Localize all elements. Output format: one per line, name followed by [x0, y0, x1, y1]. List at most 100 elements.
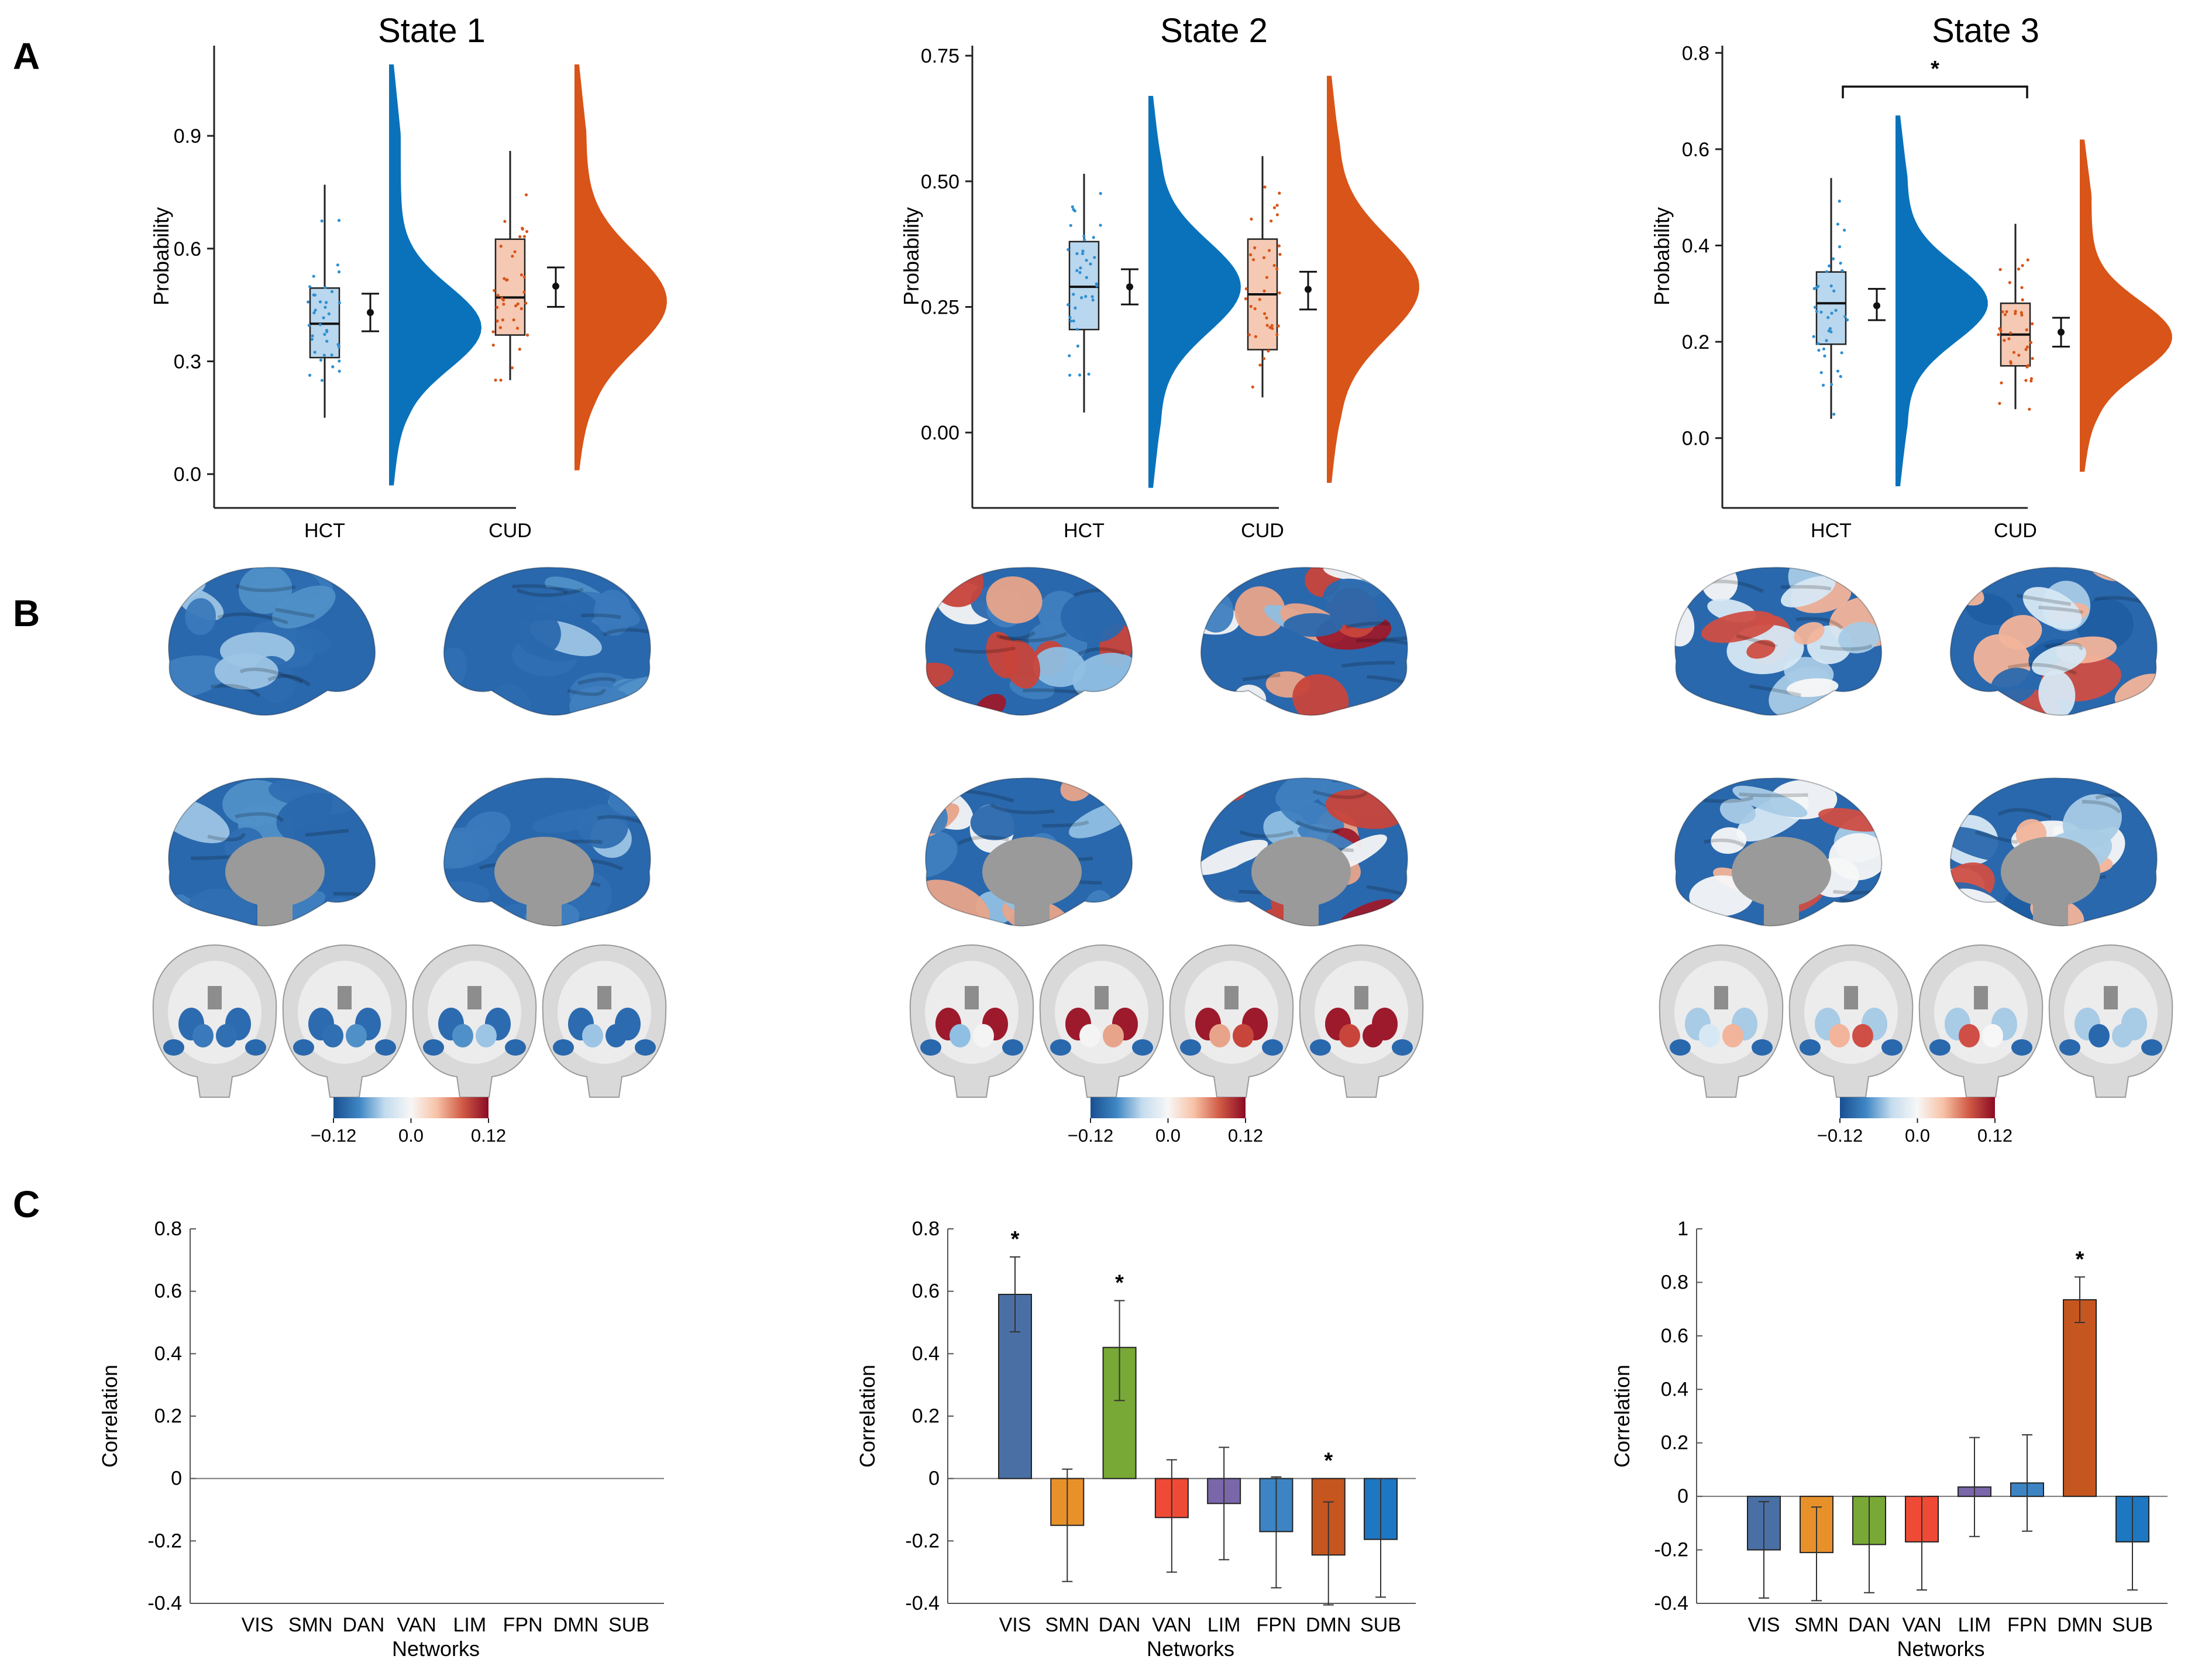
y-axis-label: Probability: [149, 207, 173, 305]
brain-sulcus: [1345, 621, 1390, 629]
data-point: [522, 275, 526, 279]
data-point: [503, 219, 507, 223]
data-point: [1272, 264, 1276, 267]
data-point: [2014, 312, 2017, 315]
brain-sulcus: [1383, 632, 1408, 641]
x-tick-label-cud: CUD: [1994, 520, 2037, 542]
subcortical-region: [505, 1039, 526, 1056]
subcortical-region: [1209, 1024, 1230, 1047]
lateral-brain-surface: [1675, 567, 1882, 716]
chart-title: State 2: [1160, 12, 1268, 50]
y-tick-label: 0.4: [154, 1342, 182, 1365]
data-point: [1262, 256, 1266, 259]
data-point: [1076, 344, 1079, 348]
data-point: [522, 290, 526, 294]
data-point: [1816, 342, 1820, 345]
data-point: [1998, 327, 2001, 331]
x-tick-label-sub: SUB: [1360, 1614, 1401, 1636]
data-point: [1839, 262, 1842, 265]
data-point: [1836, 222, 1840, 226]
brain-sulcus: [954, 646, 1016, 654]
data-point: [323, 332, 326, 336]
data-point: [1093, 256, 1096, 259]
brain-parcel: [2022, 587, 2082, 630]
data-point: [494, 379, 497, 382]
data-point: [1270, 324, 1274, 327]
data-point: [2024, 348, 2028, 351]
data-point: [325, 339, 329, 343]
x-tick-label-dmn: DMN: [2057, 1614, 2102, 1636]
ventricle: [1974, 986, 1988, 1009]
subcortical-region: [1929, 1039, 1950, 1056]
y-tick-label: 1: [1677, 1218, 1688, 1240]
data-point: [522, 235, 527, 238]
brain-parcel: [1200, 840, 1268, 875]
data-point: [1247, 333, 1251, 336]
brain-parcel: [1950, 699, 1980, 716]
y-tick-label: 0.8: [1682, 42, 1709, 64]
data-point: [322, 316, 325, 320]
brain-sulcus: [1795, 617, 1843, 630]
y-tick-label: 0.50: [921, 171, 959, 193]
data-point: [2029, 379, 2033, 383]
y-tick-label: 0.4: [1682, 235, 1709, 257]
density-half-violin: [1895, 115, 1988, 487]
data-point: [1832, 289, 1836, 293]
coronal-slice: [152, 944, 277, 1098]
x-tick-label-cud: CUD: [489, 520, 532, 542]
medial-wall: [1732, 837, 1831, 907]
brain-outline: [1949, 566, 2158, 716]
panel-letter-b: B: [13, 592, 40, 634]
data-point: [336, 263, 339, 267]
coronal-slice: [542, 944, 667, 1098]
brain-sulcus: [211, 683, 261, 698]
data-point: [1258, 298, 1261, 301]
brain-sulcus: [1819, 644, 1873, 651]
panel-letter-c: C: [13, 1183, 40, 1225]
brain-sulcus: [1243, 673, 1281, 682]
data-point: [499, 245, 503, 248]
x-tick-label-vis: VIS: [1748, 1614, 1780, 1636]
brain-sulcus: [1042, 820, 1089, 828]
subcortical-region: [192, 1024, 214, 1047]
data-point: [513, 250, 517, 253]
subcortical-region: [1079, 1024, 1100, 1047]
brain-outline: [925, 566, 1133, 716]
data-point: [336, 343, 340, 346]
brain-sulcus: [1839, 897, 1878, 911]
data-point: [1072, 319, 1075, 323]
panel-c-correlation-state-3: -0.4 -0.2 0 0.2 0.4 0.6 0.8 1 Correlation Network…: [1610, 1218, 2168, 1661]
brain-sulcus: [1356, 638, 1408, 647]
data-point: [1265, 324, 1269, 327]
lateral-brain-surface: [168, 567, 376, 716]
data-point: [1074, 306, 1077, 310]
x-tick-label-smn: SMN: [1794, 1614, 1839, 1636]
data-point: [2031, 322, 2034, 325]
data-point: [1262, 289, 1266, 293]
y-tick-label: 0.8: [1661, 1271, 1688, 1293]
data-point: [2021, 264, 2024, 267]
data-point: [1812, 335, 1815, 338]
data-point: [524, 193, 528, 197]
brain-sulcus: [1239, 830, 1294, 839]
brain-parcel: [276, 793, 356, 846]
brain-sulcus: [305, 829, 349, 837]
data-point: [2024, 379, 2028, 382]
x-tick-label-lim: LIM: [1208, 1614, 1241, 1636]
data-point: [1248, 253, 1253, 256]
subcortical-region: [1002, 1039, 1023, 1056]
brain-sulcus: [1749, 684, 1801, 698]
colorbar-tick-label: 0.12: [471, 1125, 506, 1146]
data-point: [1071, 205, 1074, 209]
brain-sulcus: [1833, 889, 1881, 895]
data-point: [1275, 213, 1279, 217]
y-tick-label: -0.2: [1654, 1539, 1688, 1561]
y-tick-label: 0.75: [921, 45, 959, 67]
colorbar-tick-label: −0.12: [1068, 1125, 1113, 1146]
colorbar: [333, 1097, 489, 1118]
brain-outline: [443, 566, 651, 716]
data-point: [1817, 348, 1821, 352]
data-point: [307, 324, 311, 327]
x-tick-label-sub: SUB: [608, 1614, 649, 1636]
subcortical-region: [1262, 1039, 1283, 1056]
